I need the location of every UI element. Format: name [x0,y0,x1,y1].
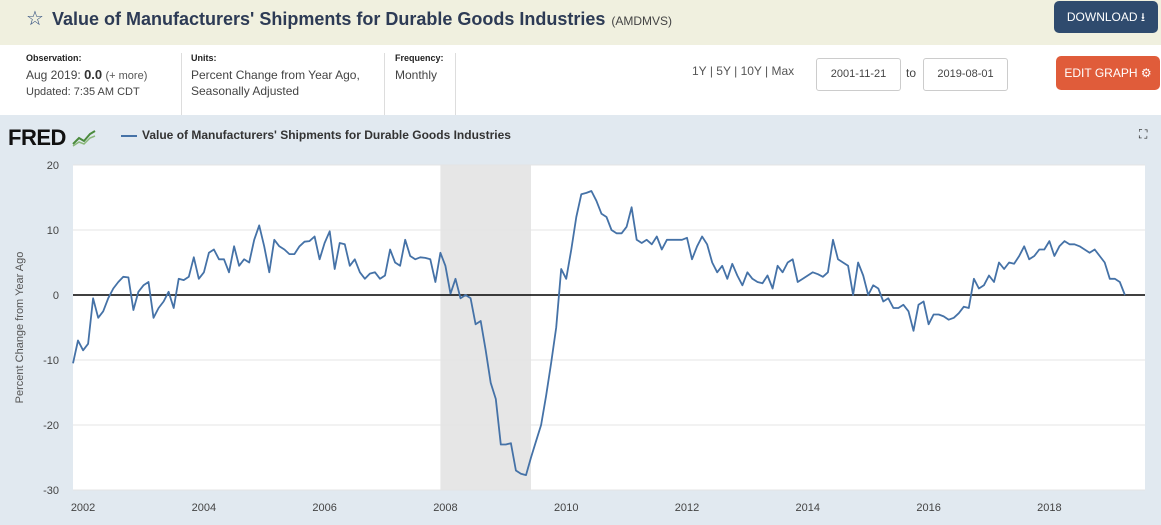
y-tick-label: -30 [43,485,59,497]
x-tick-label: 2016 [916,502,940,514]
download-button[interactable]: DOWNLOAD ⭳ [1054,1,1158,33]
range-separator: | [734,64,738,78]
range-1y[interactable]: 1Y [692,64,707,78]
units-line1: Percent Change from Year Ago, [191,68,360,82]
range-separator: | [709,64,713,78]
x-tick-label: 2006 [312,502,336,514]
download-label: DOWNLOAD [1066,10,1138,24]
observation-more-link[interactable]: (+ more) [105,70,148,82]
grid-layer [73,164,1145,491]
range-5y[interactable]: 5Y [716,64,731,78]
x-tick-label: 2002 [71,502,95,514]
start-date-input[interactable]: 2001-11-21 [816,58,901,91]
x-tick-label: 2008 [433,502,457,514]
range-10y[interactable]: 10Y [740,64,762,78]
updated-time: Updated: 7:35 AM CDT [26,86,140,98]
series-line[interactable] [72,190,1126,477]
units-line2: Seasonally Adjusted [191,84,300,98]
plot-area [73,165,1145,490]
units-block: Units: Percent Change from Year Ago, Sea… [191,53,381,99]
divider [181,53,182,115]
fullscreen-icon[interactable]: ⛶ [1139,127,1148,141]
observation-block: Observation: Aug 2019: 0.0 (+ more) Upda… [26,53,176,100]
x-tick-label: 2014 [796,502,820,514]
observation-value: 0.0 [84,67,103,82]
edit-graph-label: EDIT GRAPH [1064,66,1138,80]
range-separator: | [765,64,769,78]
trend-line-icon [71,130,96,147]
series-layer [72,190,1126,477]
frequency-label: Frequency: [395,53,444,63]
x-tick-label: 2012 [675,502,699,514]
y-tick-label: 0 [53,290,59,302]
to-label: to [906,66,917,80]
y-tick-labels: -30 -20 -10 0 10 20 [43,160,59,497]
download-icon: ⭳ [1140,10,1146,24]
divider [384,53,385,115]
y-tick-label: 20 [47,160,59,172]
observation-label: Observation: [26,53,82,63]
y-axis-title: Percent Change from Year Ago [14,252,26,404]
fred-logo[interactable]: FRED [8,125,96,151]
x-tick-label: 2018 [1037,502,1061,514]
range-selector: 1Y | 5Y | 10Y | Max [692,64,794,78]
legend-swatch [121,135,137,137]
fred-logo-text: FRED [8,125,66,150]
series-title: Value of Manufacturers' Shipments for Du… [52,9,606,29]
y-tick-label: -10 [43,355,59,367]
y-tick-label: -20 [43,420,59,432]
x-tick-label: 2010 [554,502,578,514]
info-row: Observation: Aug 2019: 0.0 (+ more) Upda… [0,45,1161,115]
edit-graph-button[interactable]: EDIT GRAPH ⚙ [1056,56,1160,90]
end-date-input[interactable]: 2019-08-01 [923,58,1008,91]
x-tick-label: 2004 [192,502,216,514]
x-tick-labels: 2002 2004 2006 2008 2010 2012 2014 2016 2018 [71,502,1062,514]
gear-icon: ⚙ [1140,66,1152,80]
recession-band [440,165,531,490]
range-max[interactable]: Max [771,64,795,78]
observation-date: Aug 2019: [26,68,81,82]
page-title: Value of Manufacturers' Shipments for Du… [52,9,672,30]
frequency-block: Frequency: Monthly [395,53,455,83]
star-icon[interactable]: ☆ [26,8,44,30]
units-label: Units: [191,53,217,63]
divider [455,53,456,115]
recession-layer [440,165,531,490]
title-bar: ☆ Value of Manufacturers' Shipments for … [0,0,1161,45]
series-id: (AMDMVS) [611,14,673,28]
legend-label: Value of Manufacturers' Shipments for Du… [142,128,511,142]
frequency-value: Monthly [395,68,438,82]
y-tick-label: 10 [47,225,59,237]
